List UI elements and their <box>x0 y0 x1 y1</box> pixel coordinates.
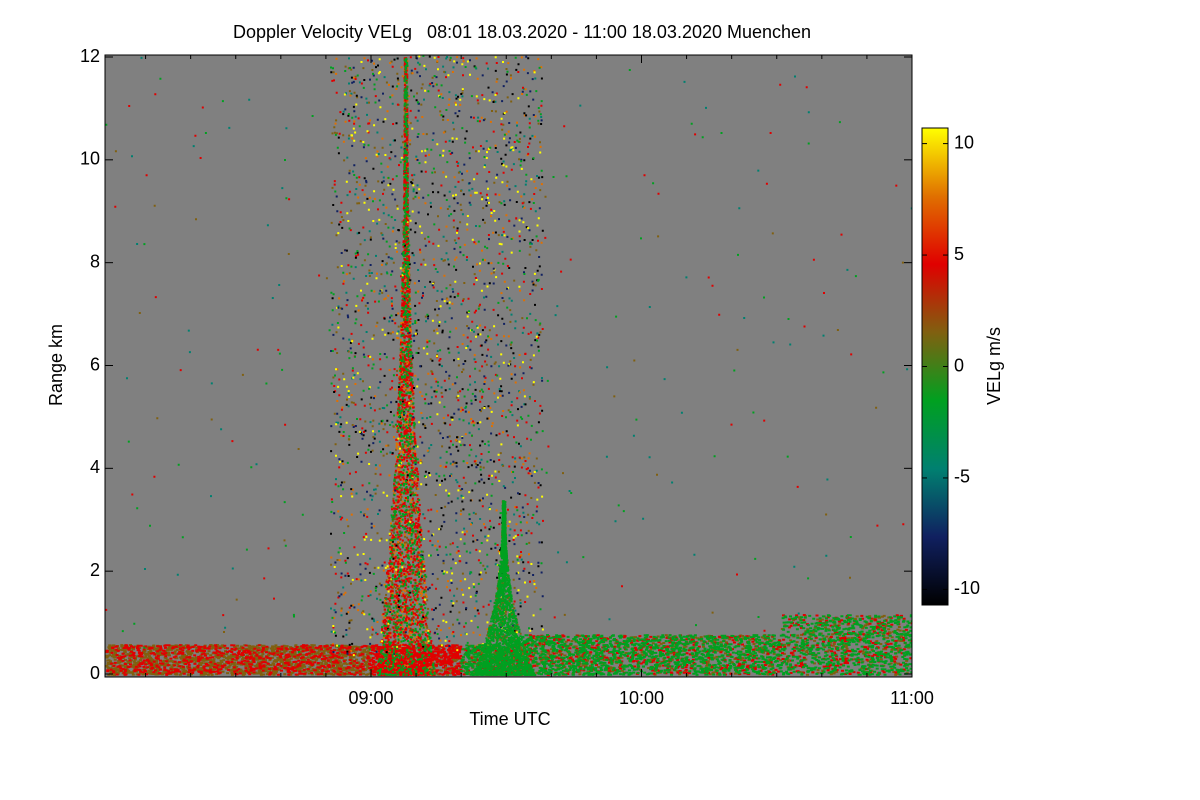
y-tick-label: 4 <box>90 457 100 477</box>
colorbar-label: VELg m/s <box>984 327 1004 405</box>
y-tick-label: 12 <box>80 46 100 66</box>
y-tick-label: 6 <box>90 354 100 374</box>
x-tick-label: 10:00 <box>619 688 664 708</box>
y-axis-label: Range km <box>46 324 66 406</box>
chart-title: Doppler Velocity VELg 08:01 18.03.2020 -… <box>233 22 811 42</box>
x-axis-label: Time UTC <box>469 709 550 729</box>
colorbar-tick-label: 10 <box>954 132 974 152</box>
radar-texture <box>105 57 912 676</box>
y-tick-label: 8 <box>90 251 100 271</box>
plot-area <box>105 55 912 677</box>
y-tick-label: 2 <box>90 560 100 580</box>
colorbar-tick-label: 0 <box>954 355 964 375</box>
colorbar-tick-label: 5 <box>954 244 964 264</box>
x-tick-label: 11:00 <box>890 688 934 708</box>
colorbar-tick-label: -5 <box>954 467 970 487</box>
x-tick-label: 09:00 <box>348 688 393 708</box>
y-tick-label: 0 <box>90 663 100 683</box>
colorbar-tick-label: -10 <box>954 578 980 598</box>
y-tick-label: 10 <box>80 149 100 169</box>
